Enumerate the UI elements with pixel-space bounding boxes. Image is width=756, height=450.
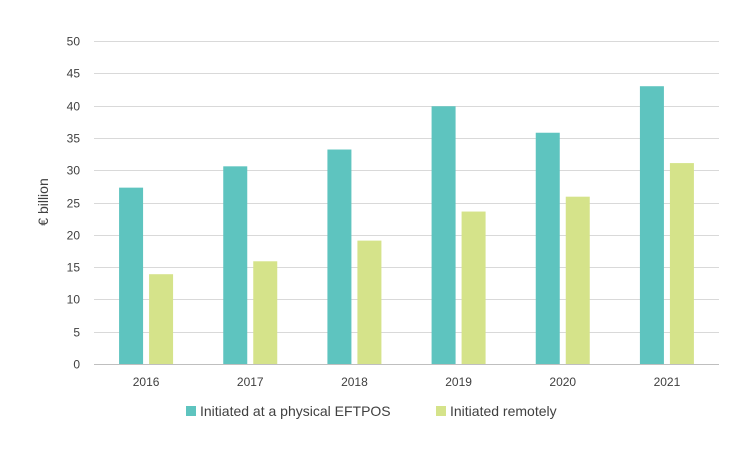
x-tick-label: 2017 xyxy=(237,375,264,389)
y-tick-label: 0 xyxy=(73,358,80,372)
bars xyxy=(119,86,694,364)
x-tick-label: 2018 xyxy=(341,375,368,389)
x-axis: 2016 2017 2018 2019 2020 2021 xyxy=(133,375,681,389)
bar-physical-eftpos-2016 xyxy=(119,187,144,364)
y-tick-label: 15 xyxy=(67,261,81,275)
y-tick-label: 35 xyxy=(67,132,81,146)
y-tick-label: 20 xyxy=(67,229,81,243)
bar-physical-eftpos-2021 xyxy=(639,86,664,364)
bar-remote-2019 xyxy=(461,211,486,364)
y-tick-label: 10 xyxy=(67,293,81,307)
y-tick-label: 5 xyxy=(73,326,80,340)
x-tick-label: 2019 xyxy=(445,375,472,389)
y-tick-label: 25 xyxy=(67,197,81,211)
legend: Initiated at a physical EFTPOS Initiated … xyxy=(186,403,557,419)
bar-remote-2016 xyxy=(149,274,174,364)
y-axis: 0 5 10 15 20 25 30 35 40 45 50 xyxy=(67,35,81,372)
bar-physical-eftpos-2018 xyxy=(327,149,352,364)
bar-physical-eftpos-2017 xyxy=(223,166,248,364)
bar-physical-eftpos-2020 xyxy=(535,132,560,364)
legend-label: Initiated at a physical EFTPOS xyxy=(200,403,391,419)
gridlines xyxy=(94,41,719,365)
legend-swatch xyxy=(436,406,446,416)
x-tick-label: 2016 xyxy=(133,375,160,389)
y-tick-label: 50 xyxy=(67,35,81,49)
bar-remote-2018 xyxy=(357,240,382,364)
bar-physical-eftpos-2019 xyxy=(431,106,456,364)
bar-remote-2017 xyxy=(253,261,278,364)
y-tick-label: 40 xyxy=(67,100,81,114)
bar-remote-2021 xyxy=(669,163,694,364)
legend-swatch xyxy=(186,406,196,416)
y-tick-label: 30 xyxy=(67,164,81,178)
bar-remote-2020 xyxy=(565,196,590,364)
x-tick-label: 2020 xyxy=(549,375,576,389)
y-axis-title: € billion xyxy=(35,178,51,225)
legend-label: Initiated remotely xyxy=(450,403,557,419)
x-tick-label: 2021 xyxy=(654,375,681,389)
y-tick-label: 45 xyxy=(67,67,81,81)
